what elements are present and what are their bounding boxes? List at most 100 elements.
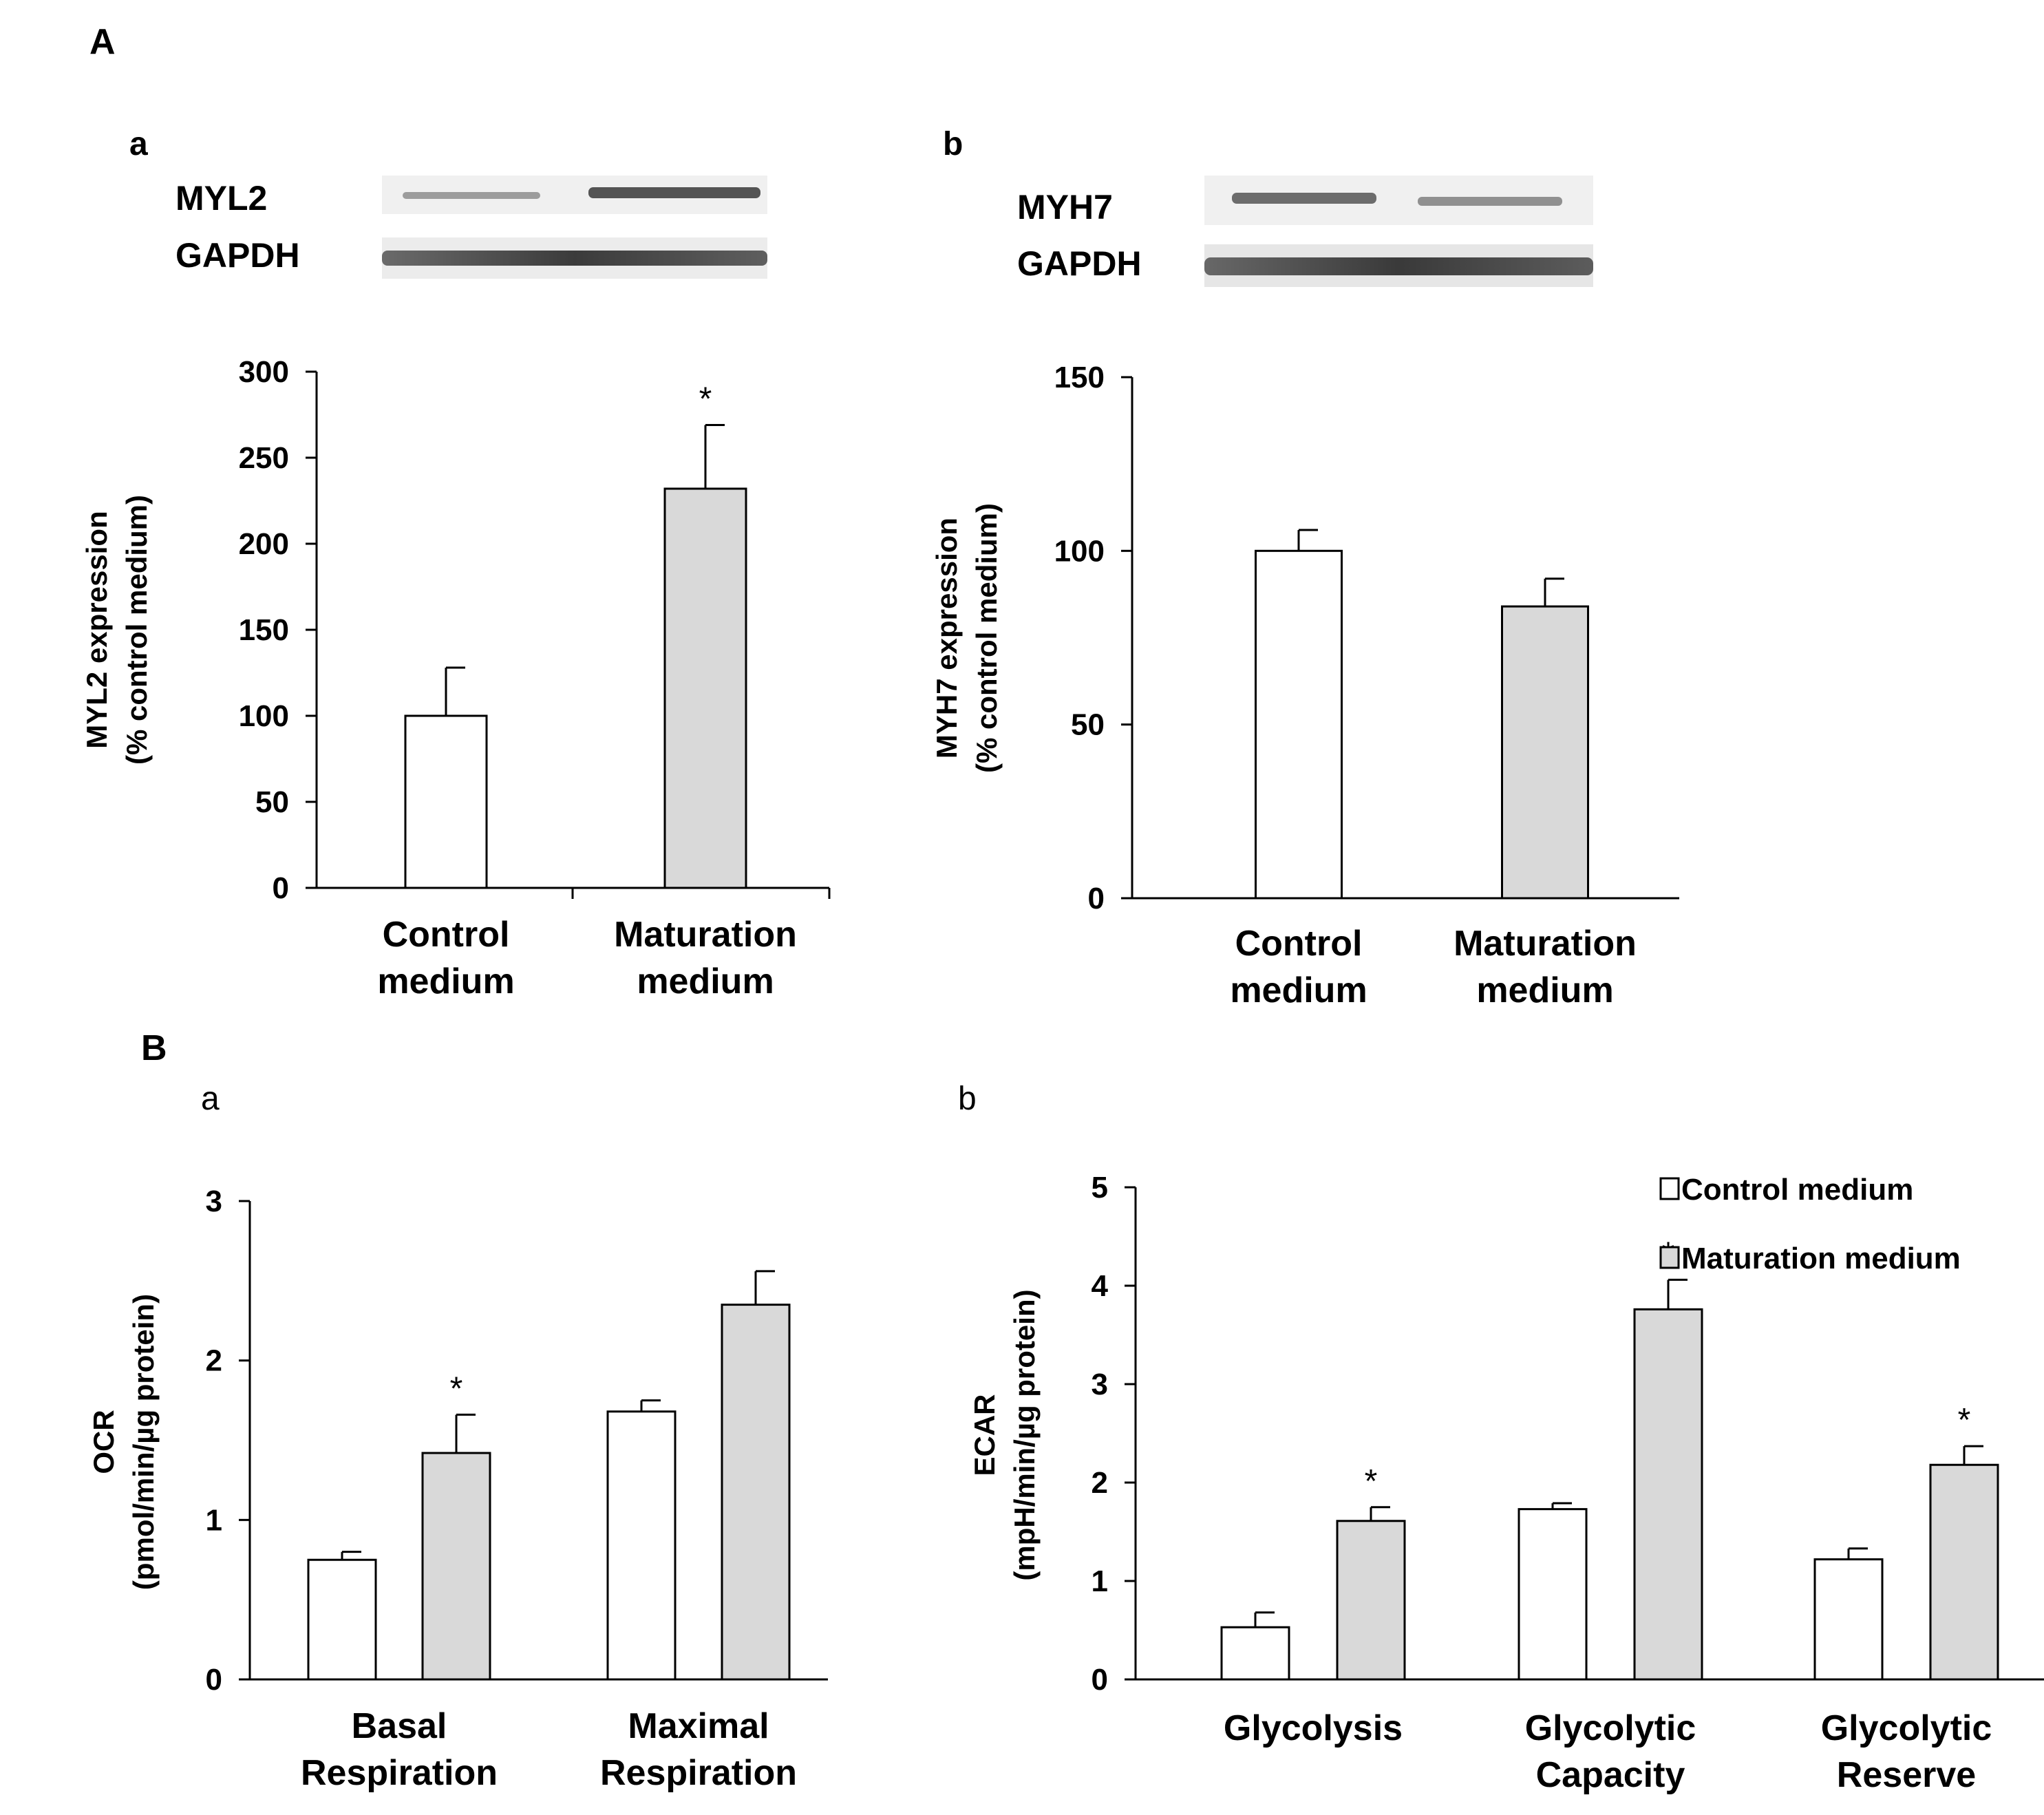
bar-control — [1813, 1558, 1884, 1681]
x-category-label-line: medium — [1476, 970, 1613, 1010]
legend-swatch-maturation — [1659, 1246, 1680, 1269]
y-tick-label: 4 — [1092, 1269, 1109, 1303]
x-category-label-line: Control — [383, 915, 510, 955]
blot-band-MYH7-maturation — [1418, 197, 1562, 206]
bar-maturation — [421, 1452, 491, 1681]
y-tick-label: 0 — [206, 1663, 222, 1697]
x-category-label: Maturation medium — [614, 915, 797, 1001]
legend-label-control: Control medium — [1681, 1173, 1913, 1207]
y-tick-label: 0 — [1088, 882, 1105, 915]
western-blot-MYL2: MYL2 GAPDH — [175, 176, 767, 279]
x-category-label: Glycolysis — [1224, 1708, 1403, 1748]
chart-MYH7-expression: 0 50 100 150 MYH7 expression (% control mediu… — [930, 361, 1679, 1010]
bar-maturation — [1501, 605, 1589, 900]
x-category-label: Control medium — [1230, 924, 1367, 1010]
y-tick-label: 150 — [239, 613, 289, 647]
bar-control — [606, 1410, 677, 1681]
blot-loading-label: GAPDH — [175, 236, 300, 275]
y-tick-label: 50 — [1071, 708, 1105, 742]
y-tick-label: 1 — [1092, 1564, 1108, 1598]
y-tick-label: 0 — [273, 871, 289, 905]
x-category-label-line: Maximal — [628, 1706, 769, 1746]
y-tick-label: 200 — [239, 527, 289, 561]
y-axis-title: MYL2 expression (% control medium) — [81, 495, 153, 765]
bar-control — [404, 714, 488, 889]
chart-OCR: 0 1 2 3 OCR (pmol/min/µg protein) * Basal Respir… — [87, 1185, 828, 1793]
y-axis-title-line: (% control medium) — [120, 495, 153, 765]
legend: Control medium Maturation medium — [1659, 1173, 1961, 1275]
bar-maturation — [1633, 1308, 1703, 1681]
bar-maturation — [721, 1304, 791, 1681]
bar-maturation — [663, 487, 747, 889]
bar-maturation — [1336, 1520, 1406, 1681]
panel-Ab-label: b — [943, 126, 963, 162]
x-category-label-line: Maturation — [1454, 924, 1637, 964]
blot-target-label: MYL2 — [175, 179, 267, 217]
y-axis-title: MYH7 expression (% control medium) — [930, 503, 1003, 773]
x-category-label: Glycolytic Reserve — [1821, 1708, 1992, 1795]
x-category-label-line: Respiration — [301, 1753, 498, 1793]
bar-control — [1518, 1508, 1588, 1681]
blot-band-GAPDH — [382, 251, 767, 266]
y-axis-title: OCR (pmol/min/µg protein) — [87, 1294, 160, 1590]
blot-target-label: MYH7 — [1017, 188, 1113, 226]
x-category-label-line: Glycolysis — [1224, 1708, 1403, 1748]
y-axis-title-line: ECAR — [968, 1394, 1001, 1476]
x-category-label-line: medium — [1230, 970, 1367, 1010]
x-category-label: Maturation medium — [1454, 924, 1637, 1010]
panel-Aa-label: a — [129, 126, 148, 162]
y-tick-label: 0 — [1092, 1663, 1108, 1697]
y-axis-title-line: MYL2 expression — [81, 511, 113, 748]
y-axis-title-line: OCR — [87, 1410, 120, 1474]
blot-band-GAPDH — [1204, 257, 1593, 275]
blot-loading-label: GAPDH — [1017, 244, 1142, 283]
bar-control — [307, 1558, 377, 1681]
panel-A-label: A — [89, 22, 116, 62]
x-category-label-line: Respiration — [600, 1753, 797, 1793]
panel-Bb-label: b — [958, 1081, 977, 1117]
x-category-label-line: Maturation — [614, 915, 797, 955]
bar-control — [1255, 549, 1343, 900]
y-tick-label: 1 — [206, 1503, 222, 1537]
bar-control — [1220, 1626, 1290, 1681]
y-tick-label: 3 — [206, 1185, 222, 1218]
y-tick-label: 150 — [1054, 361, 1105, 394]
y-axis-title-line: (% control medium) — [970, 503, 1003, 773]
y-tick-label: 100 — [239, 699, 289, 733]
blot-band-MYH7-control — [1232, 193, 1376, 204]
y-tick-label: 250 — [239, 441, 289, 475]
y-tick-label: 2 — [206, 1344, 222, 1378]
y-tick-label: 3 — [1092, 1368, 1108, 1401]
significance-marker: * — [699, 381, 712, 418]
x-category-label-line: medium — [637, 962, 774, 1001]
y-tick-label: 300 — [239, 355, 289, 389]
panel-Ba-label: a — [201, 1081, 220, 1117]
x-category-label-line: Basal — [352, 1706, 447, 1746]
y-tick-label: 50 — [255, 785, 289, 819]
significance-marker: * — [450, 1370, 463, 1407]
blot-band-MYL2-control — [403, 192, 540, 199]
y-tick-label: 100 — [1054, 534, 1105, 568]
y-axis-title-line: (pmol/min/µg protein) — [127, 1294, 160, 1590]
x-category-label-line: Reserve — [1837, 1755, 1976, 1795]
panel-B-label: B — [141, 1028, 167, 1068]
y-axis-title-line: MYH7 expression — [930, 518, 963, 758]
x-category-label: Maximal Respiration — [600, 1706, 797, 1793]
x-category-label: Control medium — [377, 915, 514, 1001]
legend-swatch-control — [1659, 1177, 1680, 1200]
x-category-label: Glycolytic Capacity — [1525, 1708, 1696, 1795]
x-category-label: Basal Respiration — [301, 1706, 498, 1793]
y-axis-title: ECAR (mpH/min/µg protein) — [968, 1289, 1041, 1580]
significance-marker: * — [1958, 1402, 1971, 1439]
blot-band-MYL2-maturation — [588, 187, 760, 198]
y-tick-label: 5 — [1092, 1171, 1108, 1204]
x-category-label-line: Glycolytic — [1525, 1708, 1696, 1748]
x-category-label-line: medium — [377, 962, 514, 1001]
y-axis-title-line: (mpH/min/µg protein) — [1008, 1289, 1041, 1580]
x-category-label-line: Glycolytic — [1821, 1708, 1992, 1748]
x-category-label-line: Control — [1235, 924, 1363, 964]
legend-label-maturation: Maturation medium — [1681, 1242, 1961, 1275]
western-blot-MYH7: MYH7 GAPDH — [1017, 176, 1593, 287]
